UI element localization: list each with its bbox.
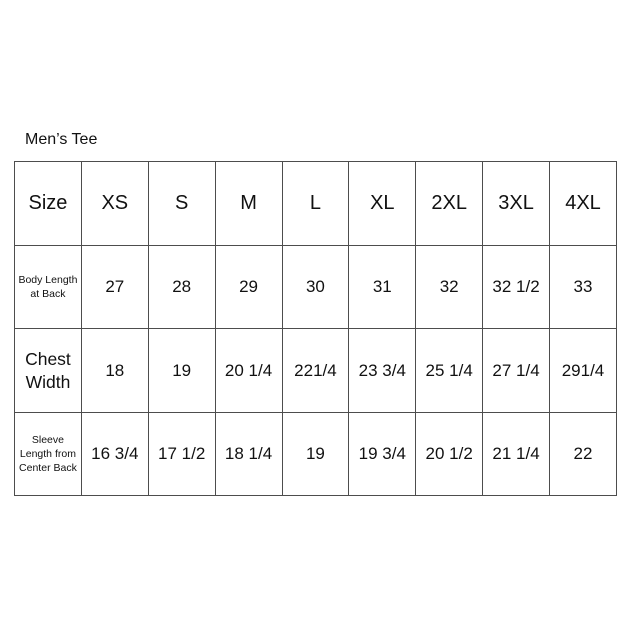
value-cell: 28 [147,245,216,329]
value-cell: 33 [549,245,617,329]
page-title: Men’s Tee [25,131,98,148]
value-cell: 221/4 [281,328,350,413]
value-cell: 32 [415,245,484,329]
value-cell: 16 3/4 [80,412,149,496]
value-cell: 22 [549,412,617,496]
value-cell: 27 [80,245,149,329]
column-header-l: L [281,161,350,246]
value-cell: 19 [281,412,350,496]
value-cell: 21 1/4 [482,412,550,496]
row-label-chest-width: Chest Width [14,328,82,413]
column-header-size: Size [14,161,82,246]
row-label-body-length: Body Length at Back [14,245,82,329]
value-cell: 27 1/4 [482,328,550,413]
row-label-sleeve-length: Sleeve Length from Center Back [14,412,82,496]
column-header-m: M [214,161,283,246]
table-row-body-length: Body Length at Back 27 28 29 30 31 32 32… [14,245,617,329]
column-header-s: S [147,161,216,246]
value-cell: 29 [214,245,283,329]
value-cell: 19 [147,328,216,413]
table-row-sleeve-length: Sleeve Length from Center Back 16 3/4 17… [14,412,617,496]
value-cell: 19 3/4 [348,412,417,496]
value-cell: 25 1/4 [415,328,484,413]
value-cell: 20 1/2 [415,412,484,496]
value-cell: 17 1/2 [147,412,216,496]
value-cell: 18 1/4 [214,412,283,496]
table-header-row: Size XS S M L XL 2XL 3XL 4XL [14,161,617,246]
value-cell: 18 [80,328,149,413]
value-cell: 20 1/4 [214,328,283,413]
value-cell: 23 3/4 [348,328,417,413]
value-cell: 32 1/2 [482,245,550,329]
size-chart-table: Size XS S M L XL 2XL 3XL 4XL Body Length… [14,161,617,496]
column-header-xl: XL [348,161,417,246]
value-cell: 31 [348,245,417,329]
column-header-3xl: 3XL [482,161,550,246]
value-cell: 291/4 [549,328,617,413]
value-cell: 30 [281,245,350,329]
column-header-xs: XS [80,161,149,246]
table-row-chest-width: Chest Width 18 19 20 1/4 221/4 23 3/4 25… [14,328,617,413]
column-header-2xl: 2XL [415,161,484,246]
column-header-4xl: 4XL [549,161,617,246]
